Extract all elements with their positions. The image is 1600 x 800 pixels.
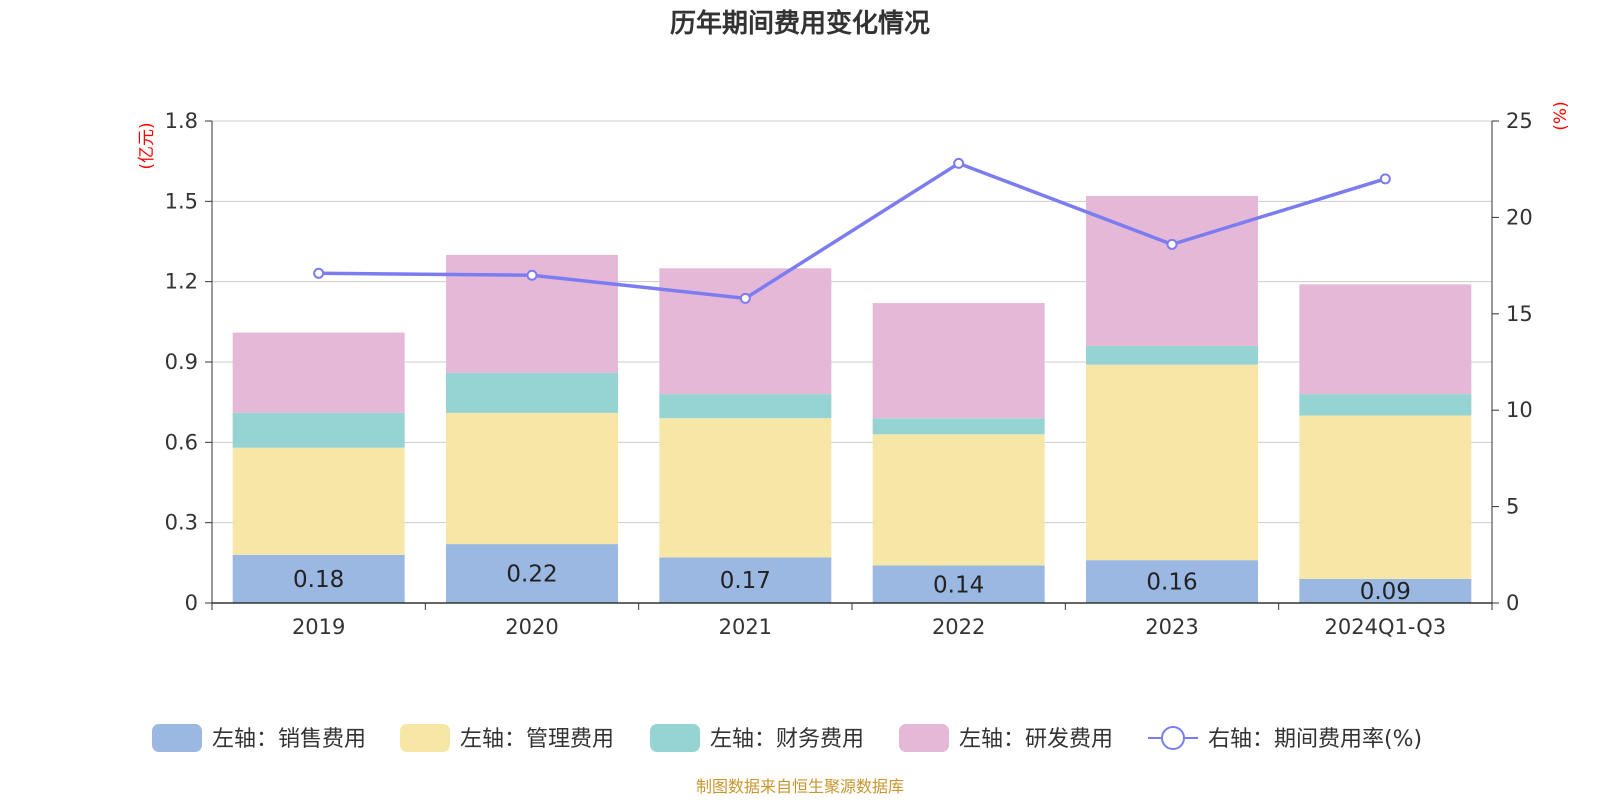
right-axis-unit: (%)	[1551, 101, 1571, 130]
expense-rate-point[interactable]	[1379, 173, 1391, 185]
bar-sales[interactable]	[1086, 560, 1258, 603]
bar-admin[interactable]	[1086, 364, 1258, 561]
axes: 0 0.3 0.6 0.9 1.2 1.5 1.8 0 5 10 15 20 25 2019 2020 202…	[165, 109, 1533, 639]
sales-data-label: 0.14	[933, 572, 984, 598]
bar-rd[interactable]	[1299, 284, 1472, 395]
bar-admin[interactable]	[446, 412, 618, 545]
legend-item-line[interactable]: 右轴：期间费用率(%)	[1148, 726, 1422, 752]
bar-sales[interactable]	[446, 544, 618, 603]
expense-rate-point[interactable]	[739, 292, 751, 304]
right-tick-label: 0	[1506, 591, 1519, 615]
x-tick-label: 2024Q1-Q3	[1325, 615, 1447, 639]
legend-label: 左轴：财务费用	[710, 727, 864, 752]
left-tick-label: 1.2	[165, 270, 198, 294]
bar-sales[interactable]	[872, 565, 1045, 603]
x-tick-label: 2019	[292, 615, 345, 639]
sales-data-label: 0.09	[1360, 579, 1411, 605]
expense-rate-point[interactable]	[1166, 238, 1178, 250]
left-tick-label: 0	[185, 591, 198, 615]
sales-data-label: 0.17	[720, 568, 771, 594]
gridlines	[212, 120, 1492, 524]
bar-rd[interactable]	[232, 332, 405, 413]
legend-label: 左轴：销售费用	[212, 727, 366, 752]
legend-item-sales[interactable]: 左轴：销售费用	[152, 724, 366, 752]
left-tick-label: 0.3	[165, 511, 198, 535]
legend-item-admin[interactable]: 左轴：管理费用	[400, 724, 614, 752]
legend[interactable]: 左轴：销售费用 左轴：管理费用 左轴：财务费用 左轴：研发费用 右轴：期间费用率(%)	[152, 724, 1422, 752]
sales-data-label: 0.16	[1146, 570, 1197, 596]
bar-rd[interactable]	[1086, 195, 1258, 346]
bar-admin[interactable]	[872, 434, 1045, 566]
legend-line-marker	[1161, 726, 1185, 750]
right-tick-label: 5	[1506, 495, 1519, 519]
sales-data-label: 0.22	[506, 562, 557, 588]
data-source: 制图数据来自恒生聚源数据库	[696, 777, 904, 796]
chart-title: 历年期间费用变化情况	[670, 8, 930, 39]
expense-rate-point[interactable]	[526, 269, 538, 281]
bar-sales[interactable]	[232, 554, 405, 603]
bar-sales[interactable]	[659, 557, 832, 603]
bar-admin[interactable]	[659, 418, 832, 558]
bars	[232, 195, 1472, 603]
legend-item-finance[interactable]: 左轴：财务费用	[650, 724, 864, 752]
left-axis-unit: (亿元)	[137, 122, 157, 169]
bar-finance[interactable]	[659, 394, 832, 419]
bar-finance[interactable]	[1299, 394, 1472, 416]
expense-rate-line	[313, 157, 1391, 304]
right-tick-label: 15	[1506, 302, 1533, 326]
bar-sales[interactable]	[1299, 578, 1472, 603]
left-tick-label: 1.5	[165, 189, 198, 213]
legend-label: 左轴：管理费用	[460, 727, 614, 752]
right-tick-label: 20	[1506, 205, 1533, 229]
bar-finance[interactable]	[1086, 345, 1258, 365]
x-tick-label: 2021	[719, 615, 772, 639]
bar-admin[interactable]	[1299, 415, 1472, 579]
bar-finance[interactable]	[446, 372, 618, 413]
expense-rate-point[interactable]	[953, 157, 965, 169]
left-tick-label: 1.8	[165, 109, 198, 133]
x-tick-label: 2020	[505, 615, 558, 639]
x-tick-label: 2023	[1145, 615, 1198, 639]
left-tick-label: 0.6	[165, 430, 198, 454]
legend-label: 左轴：研发费用	[959, 727, 1113, 752]
right-tick-label: 10	[1506, 398, 1533, 422]
bar-rd[interactable]	[872, 303, 1045, 419]
legend-item-rd[interactable]: 左轴：研发费用	[899, 724, 1113, 752]
bar-finance[interactable]	[872, 418, 1045, 435]
expense-rate-point[interactable]	[313, 267, 325, 279]
data-labels: 0.18 0.22 0.17 0.14 0.16 0.09	[293, 562, 1411, 605]
legend-swatch-sales	[152, 724, 202, 752]
legend-swatch-finance	[650, 724, 700, 752]
bar-rd[interactable]	[659, 268, 832, 395]
legend-label: 右轴：期间费用率(%)	[1208, 727, 1422, 752]
expense-rate-polyline	[318, 161, 1386, 301]
legend-swatch-admin	[400, 724, 450, 752]
right-tick-label: 25	[1506, 109, 1533, 133]
bar-admin[interactable]	[232, 447, 405, 555]
x-tick-label: 2022	[932, 615, 985, 639]
left-tick-label: 0.9	[165, 350, 198, 374]
sales-data-label: 0.18	[293, 567, 344, 593]
legend-swatch-rd	[899, 724, 949, 752]
bar-finance[interactable]	[232, 412, 405, 448]
